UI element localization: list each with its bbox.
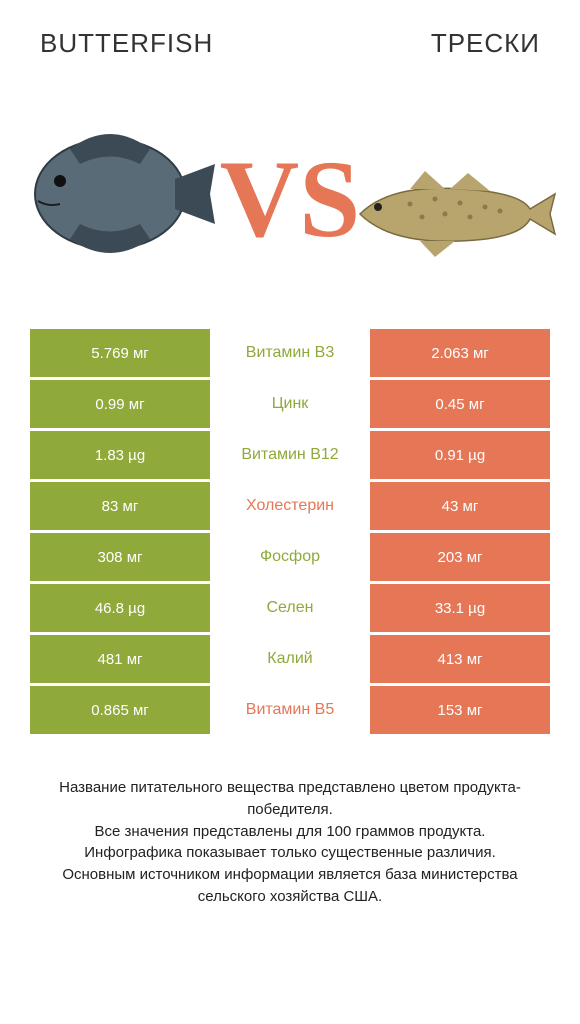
table-row: 5.769 мгВитамин B32.063 мг: [30, 329, 550, 377]
table-row: 481 мгКалий413 мг: [30, 635, 550, 683]
footer-line: Инфографика показывает только существенн…: [30, 842, 550, 864]
footer-line: Все значения представлены для 100 граммо…: [30, 821, 550, 843]
table-row: 0.99 мгЦинк0.45 мг: [30, 380, 550, 428]
nutrient-label: Витамин B5: [210, 686, 370, 734]
table-row: 1.83 µgВитамин B120.91 µg: [30, 431, 550, 479]
cod-image: [350, 159, 560, 274]
value-right: 43 мг: [370, 482, 550, 530]
nutrient-label: Витамин B3: [210, 329, 370, 377]
nutrient-label: Цинк: [210, 380, 370, 428]
value-right: 203 мг: [370, 533, 550, 581]
table-row: 308 мгФосфор203 мг: [30, 533, 550, 581]
hero: VS: [0, 69, 580, 329]
value-right: 153 мг: [370, 686, 550, 734]
table-row: 46.8 µgСелен33.1 µg: [30, 584, 550, 632]
vs-label: VS: [220, 144, 361, 254]
value-right: 33.1 µg: [370, 584, 550, 632]
footer-notes: Название питательного вещества представл…: [0, 737, 580, 908]
value-right: 2.063 мг: [370, 329, 550, 377]
value-right: 413 мг: [370, 635, 550, 683]
value-left: 46.8 µg: [30, 584, 210, 632]
nutrient-label: Холестерин: [210, 482, 370, 530]
value-left: 308 мг: [30, 533, 210, 581]
butterfish-image: [20, 109, 220, 274]
value-right: 0.91 µg: [370, 431, 550, 479]
value-left: 481 мг: [30, 635, 210, 683]
title-right: ТРЕСКИ: [431, 28, 540, 59]
comparison-table: 5.769 мгВитамин B32.063 мг0.99 мгЦинк0.4…: [0, 329, 580, 734]
header: BUTTERFISH ТРЕСКИ: [0, 0, 580, 69]
nutrient-label: Витамин B12: [210, 431, 370, 479]
value-left: 1.83 µg: [30, 431, 210, 479]
value-left: 0.99 мг: [30, 380, 210, 428]
nutrient-label: Калий: [210, 635, 370, 683]
value-right: 0.45 мг: [370, 380, 550, 428]
title-left: BUTTERFISH: [40, 28, 213, 59]
table-row: 0.865 мгВитамин B5153 мг: [30, 686, 550, 734]
nutrient-label: Фосфор: [210, 533, 370, 581]
value-left: 83 мг: [30, 482, 210, 530]
footer-line: Название питательного вещества представл…: [30, 777, 550, 821]
value-left: 5.769 мг: [30, 329, 210, 377]
nutrient-label: Селен: [210, 584, 370, 632]
footer-line: Основным источником информации является …: [30, 864, 550, 908]
value-left: 0.865 мг: [30, 686, 210, 734]
table-row: 83 мгХолестерин43 мг: [30, 482, 550, 530]
